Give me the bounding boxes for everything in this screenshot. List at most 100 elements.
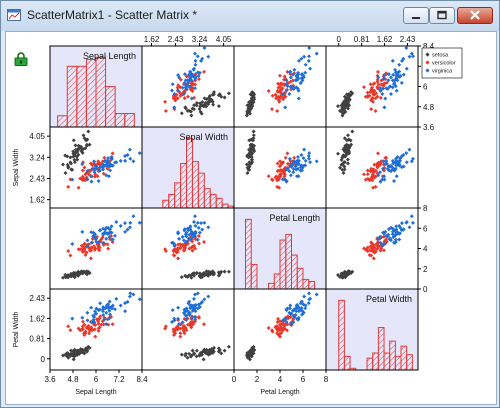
histogram-bar	[383, 352, 391, 371]
scatter-cell-2-0	[49, 207, 143, 290]
scatter-point	[303, 62, 308, 67]
left-axis-title: Petal Width	[13, 311, 20, 347]
scatter-point	[179, 275, 184, 280]
histogram-bar	[76, 65, 87, 128]
histogram-bar	[279, 239, 287, 290]
scatter-point	[84, 137, 89, 142]
scatter-point	[180, 234, 185, 239]
scatter-point	[82, 165, 87, 170]
scatter-point	[194, 348, 199, 353]
title-bar[interactable]: ScatterMatrix1 - Scatter Matrix *	[1, 1, 499, 31]
scatter-point	[340, 167, 345, 172]
scatter-point	[80, 162, 85, 167]
scatter-point	[108, 168, 113, 173]
scatter-point	[70, 242, 75, 246]
scatter-point	[245, 165, 250, 170]
histogram-bar	[124, 113, 135, 128]
scatter-point	[89, 179, 94, 184]
scatter-point	[384, 155, 389, 160]
scatter-point	[193, 317, 198, 322]
scatter-point	[113, 233, 117, 238]
left-tick-label: 2.43	[29, 174, 45, 183]
bottom-tick-label: 6	[94, 375, 99, 384]
scatter-point	[131, 214, 136, 219]
scatter-point	[375, 244, 380, 249]
scatter-point	[397, 158, 402, 163]
scatter-cell-1-3	[325, 126, 419, 209]
scatter-point	[281, 95, 286, 100]
scatter-point	[196, 234, 201, 238]
histogram-bar	[366, 357, 374, 371]
histogram-bar	[105, 86, 116, 128]
histogram-bar	[296, 267, 304, 290]
scatter-point	[81, 243, 85, 248]
scatter-point	[102, 159, 107, 164]
scatter-point	[208, 99, 213, 103]
left-tick-label: 1.62	[29, 196, 45, 205]
histogram-bar	[285, 233, 292, 290]
scatter-point	[266, 326, 271, 330]
scatter-point	[378, 179, 383, 184]
lock-icon[interactable]	[14, 52, 28, 66]
graph-window-icon	[7, 9, 21, 21]
scatter-point	[101, 313, 106, 317]
bottom-tick-label: 6	[301, 375, 306, 384]
scatter-point	[82, 136, 87, 141]
scatter-point	[101, 164, 106, 169]
scatter-point	[104, 322, 109, 326]
scatter-point	[109, 224, 114, 229]
minimize-button[interactable]	[403, 7, 429, 24]
scatter-point	[163, 99, 168, 104]
scatter-point	[73, 143, 78, 148]
scatter-point	[193, 303, 198, 308]
histogram-bar	[268, 282, 275, 290]
right-tick-label: 6	[423, 83, 428, 92]
scatter-point	[394, 160, 399, 165]
histogram-bar	[250, 264, 258, 290]
scatter-point	[102, 155, 107, 160]
scatter-point	[92, 159, 97, 164]
scatter-point	[250, 345, 255, 350]
bottom-tick-label: 7.2	[113, 375, 125, 384]
minimize-icon	[412, 17, 420, 19]
scatter-point	[397, 62, 402, 67]
left-tick-label: 1.62	[29, 314, 45, 323]
scatter-point	[101, 240, 105, 245]
right-tick-label: 4	[423, 245, 428, 254]
scatter-point	[373, 174, 378, 179]
histogram-bar	[66, 65, 78, 128]
scatter-point	[194, 103, 199, 108]
scatter-point	[85, 244, 90, 248]
scatter-point	[187, 225, 192, 230]
scatter-point	[245, 352, 250, 357]
close-button[interactable]	[457, 7, 493, 24]
scatter-point	[291, 170, 296, 175]
scatter-point	[372, 162, 377, 167]
scatter-point	[71, 138, 76, 143]
scatter-matrix-chart[interactable]: Sepal Length Sepal Width Petal Length Petal…	[6, 32, 496, 404]
scatter-point	[197, 241, 201, 246]
left-tick-label: 2.43	[29, 294, 45, 303]
scatter-point	[113, 307, 117, 312]
scatter-point	[80, 246, 85, 251]
scatter-point	[92, 174, 97, 179]
scatter-point	[203, 349, 208, 354]
histogram-bar	[400, 345, 408, 371]
scatter-point	[373, 96, 378, 101]
histogram-bar	[168, 193, 176, 209]
scatter-point	[283, 177, 288, 182]
scatter-point	[104, 225, 109, 230]
diagonal-cell-sepal-width: Sepal Width	[141, 126, 235, 209]
scatter-point	[189, 275, 194, 280]
scatter-point	[206, 102, 211, 107]
histogram-bar	[162, 199, 170, 209]
scatter-point	[91, 166, 96, 171]
graph-page[interactable]: Sepal Length Sepal Width Petal Length Petal…	[5, 31, 497, 405]
scatter-point	[194, 101, 199, 105]
scatter-point	[303, 158, 308, 163]
maximize-button[interactable]	[429, 7, 455, 24]
scatter-point	[292, 155, 297, 160]
scatter-point	[89, 245, 94, 250]
scatter-point	[342, 160, 347, 165]
scatter-point	[362, 172, 366, 177]
